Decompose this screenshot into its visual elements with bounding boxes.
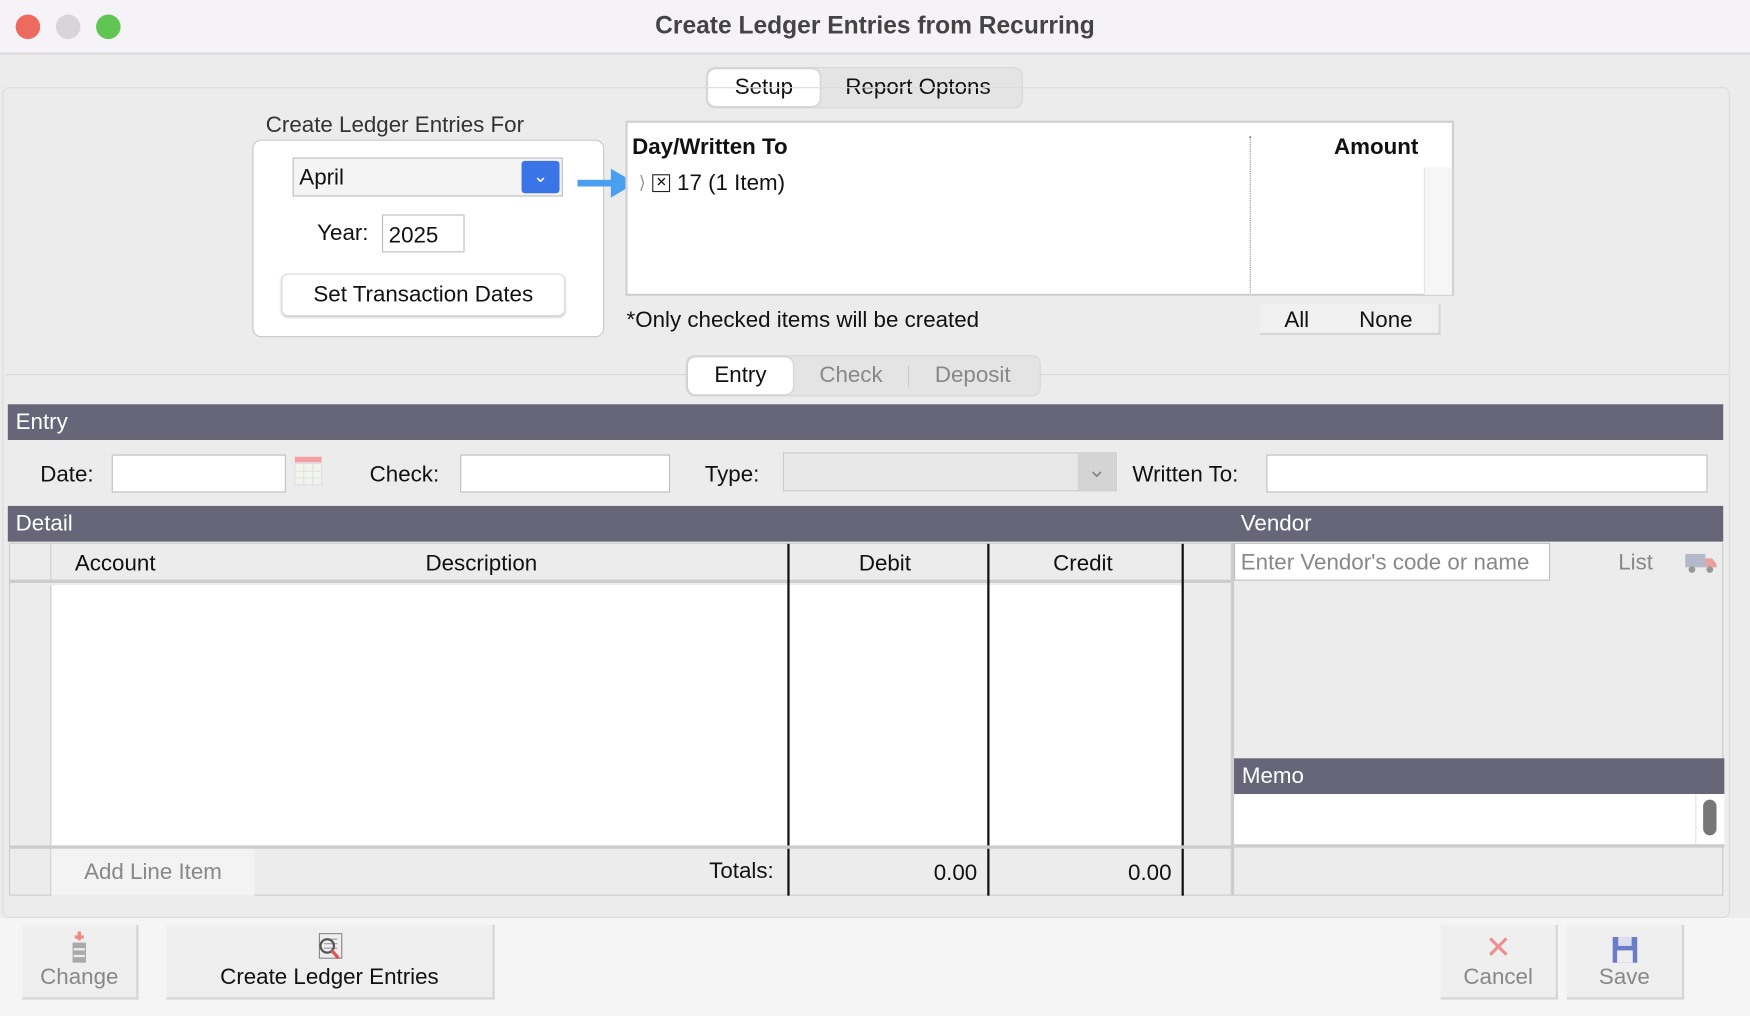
add-line-item-button[interactable]: Add Line Item — [51, 848, 255, 896]
button-label: Cancel — [1463, 964, 1533, 990]
disclosure-chevron-icon[interactable]: ⟩ — [638, 174, 646, 194]
memo-divider — [1234, 844, 1725, 848]
tab-check[interactable]: Check — [795, 356, 907, 395]
vendor-panel: Enter Vendor's code or name List Memo — [1231, 542, 1725, 896]
group-label: Create Ledger Entries For — [265, 112, 525, 138]
tab-entry[interactable]: Entry — [687, 357, 793, 395]
written-to-input[interactable] — [1266, 454, 1708, 493]
totals-label: Totals: — [709, 858, 774, 884]
month-year-group: April ⌄ Year: 2025 Set Transaction Dates — [252, 139, 605, 338]
type-label: Type: — [704, 462, 760, 487]
chevron-down-icon[interactable]: ⌄ — [521, 160, 560, 194]
document-search-icon — [318, 933, 343, 960]
row-label: 17 (1 Item) — [677, 170, 786, 195]
memo-scrollbar[interactable] — [1695, 794, 1725, 845]
save-button[interactable]: Save — [1566, 924, 1685, 1000]
column-header-amount[interactable]: Amount — [1333, 135, 1419, 160]
vendor-list-button[interactable]: List — [1618, 550, 1654, 576]
button-label: Change — [40, 964, 119, 990]
memo-textarea[interactable] — [1234, 794, 1696, 845]
table-body[interactable] — [51, 585, 1182, 846]
memo-header: Memo — [1234, 758, 1725, 795]
column-divider — [50, 543, 52, 583]
column-divider — [987, 543, 990, 896]
zoom-window-button[interactable] — [96, 14, 121, 40]
check-label: Check: — [369, 462, 440, 487]
recurring-list: Day/Written To Amount ⟩ ✕ 17 (1 Item) — [625, 120, 1455, 296]
none-button[interactable]: None — [1359, 308, 1413, 333]
arrow-right-icon — [577, 168, 636, 198]
tab-divider — [907, 365, 910, 388]
column-divider — [1249, 136, 1251, 293]
chevron-down-icon[interactable]: ⌄ — [1077, 453, 1116, 491]
total-debit: 0.00 — [933, 861, 978, 886]
column-divider — [787, 543, 790, 896]
calendar-icon[interactable] — [294, 456, 323, 487]
scroll-thumb[interactable] — [1703, 799, 1717, 836]
type-select[interactable]: ⌄ — [782, 452, 1117, 492]
note-text: *Only checked items will be created — [626, 308, 980, 333]
all-button[interactable]: All — [1284, 308, 1310, 333]
tab-label: Entry — [714, 362, 767, 388]
column-header-credit[interactable]: Credit — [1053, 551, 1113, 577]
x-icon: ✕ — [1485, 930, 1512, 965]
vendor-title: Vendor — [1240, 510, 1312, 536]
column-divider — [50, 585, 52, 896]
detail-header: Detail Vendor — [7, 505, 1724, 542]
setup-panel — [2, 87, 1730, 919]
year-label: Year: — [317, 221, 369, 246]
date-input[interactable] — [111, 454, 286, 493]
table-header-row: Account Description Debit Credit — [10, 543, 1233, 583]
floppy-disk-icon — [1612, 936, 1637, 963]
change-icon — [72, 931, 86, 963]
month-value: April — [299, 165, 344, 190]
tab-deposit[interactable]: Deposit — [910, 356, 1035, 395]
date-label: Date: — [40, 462, 94, 487]
detail-title: Detail — [15, 510, 73, 536]
column-divider — [1181, 543, 1184, 896]
column-header-debit[interactable]: Debit — [858, 551, 911, 577]
window-title: Create Ledger Entries from Recurring — [655, 11, 1095, 40]
minimize-window-button[interactable] — [55, 14, 81, 40]
year-input[interactable]: 2025 — [381, 214, 465, 253]
change-button[interactable]: Change — [22, 924, 139, 1000]
total-credit: 0.00 — [1128, 861, 1172, 886]
entry-header: Entry — [7, 404, 1724, 441]
truck-icon[interactable] — [1684, 552, 1718, 574]
written-to-label: Written To: — [1132, 462, 1239, 487]
detail-table: Account Description Debit Credit Add Lin… — [8, 542, 1233, 896]
button-label: Create Ledger Entries — [220, 964, 439, 990]
create-ledger-entries-button[interactable]: Create Ledger Entries — [166, 924, 495, 1000]
set-transaction-dates-button[interactable]: Set Transaction Dates — [281, 273, 566, 317]
tab-label: Deposit — [934, 362, 1011, 388]
check-input[interactable] — [460, 454, 671, 493]
cancel-button[interactable]: ✕ Cancel — [1440, 924, 1558, 1000]
list-row[interactable]: ⟩ ✕ 17 (1 Item) — [639, 169, 785, 198]
month-select[interactable]: April ⌄ — [292, 157, 563, 197]
column-header-account[interactable]: Account — [74, 551, 156, 577]
tab-label: Check — [819, 362, 883, 388]
button-label: Save — [1598, 964, 1650, 990]
column-header-day[interactable]: Day/Written To — [632, 135, 788, 160]
title-bar: Create Ledger Entries from Recurring — [0, 0, 1750, 55]
vendor-search-input[interactable]: Enter Vendor's code or name — [1234, 542, 1551, 581]
entry-tab-bar: Entry Check Deposit — [685, 355, 1041, 397]
checkbox[interactable]: ✕ — [652, 174, 671, 193]
list-scrollbar[interactable] — [1423, 167, 1452, 295]
close-window-button[interactable] — [15, 14, 41, 40]
all-none-group: All None — [1259, 303, 1441, 336]
totals-divider — [10, 845, 1233, 849]
column-header-description[interactable]: Description — [425, 551, 538, 577]
